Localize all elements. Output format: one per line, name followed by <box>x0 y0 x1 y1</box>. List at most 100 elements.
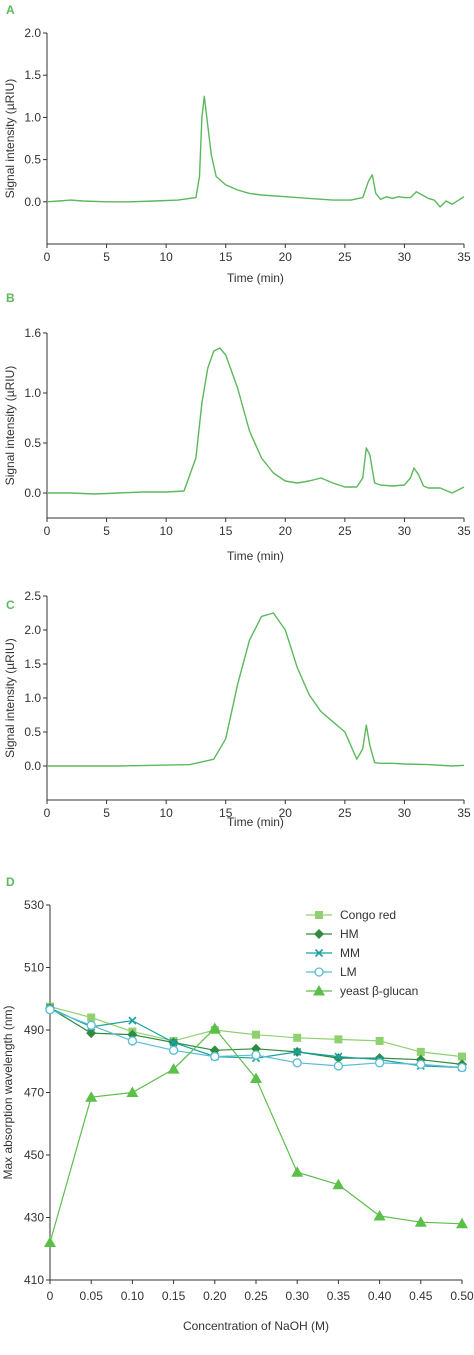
data-point-mm-stroke <box>128 1016 137 1025</box>
x-tick-label: 5 <box>103 250 110 264</box>
x-tick-label: 35 <box>457 524 471 538</box>
data-point-congo_red <box>252 1030 260 1039</box>
y-tick-label: 450 <box>24 1148 44 1162</box>
y-tick-label: 0.0 <box>24 486 41 500</box>
signal-trace-line <box>47 612 465 767</box>
x-tick-label: 0.25 <box>244 1289 268 1303</box>
panel-letter: A <box>6 3 15 17</box>
x-tick-label: 30 <box>398 250 412 264</box>
x-tick-label: 0 <box>47 1289 54 1303</box>
x-tick-label: 0.15 <box>162 1289 186 1303</box>
x-tick-label: 20 <box>279 806 293 820</box>
data-point-mm-stroke <box>169 1038 178 1047</box>
y-axis-title: Max absorption wavelength (nm) <box>1 1005 15 1179</box>
y-tick-label: 2.0 <box>24 623 41 637</box>
x-axis-title: Time (min) <box>227 549 284 563</box>
data-point-lm <box>45 1005 55 1015</box>
x-tick-label: 5 <box>103 524 110 538</box>
x-tick-label: 35 <box>457 250 471 264</box>
data-point-congo_red <box>293 1033 302 1042</box>
x-tick-label: 5 <box>103 806 110 820</box>
chart-panel-a: A 0.0 0.5 1.0 1.5 2.0 0 5 10 15 20 25 30 35 Time (min)… <box>3 3 471 285</box>
y-tick-label: 2.5 <box>24 589 41 603</box>
data-point-lm <box>333 1061 344 1071</box>
x-tick-label: 0.10 <box>121 1289 145 1303</box>
x-tick-label: 35 <box>457 806 471 820</box>
chart-panel-d: D 410 430 450 470 490 510 530 0 0.05 0.10 0.15 0.20 0… <box>1 875 474 1333</box>
y-tick-label: 490 <box>24 1023 44 1037</box>
x-tick-label: 15 <box>219 250 233 264</box>
y-tick-label: 1.6 <box>24 326 41 340</box>
x-tick-label: 0 <box>44 250 51 264</box>
data-point-congo_red <box>87 1013 96 1022</box>
x-tick-label: 0 <box>44 524 51 538</box>
data-point-congo_red <box>458 1052 466 1061</box>
data-point-congo_red <box>334 1035 343 1044</box>
y-axis-title: Signal intensity (µRIU) <box>3 79 17 199</box>
data-point-yeast <box>126 1086 139 1097</box>
data-point-congo_red <box>416 1047 425 1056</box>
data-point-mm <box>169 1038 178 1047</box>
y-tick-label: 410 <box>24 1273 44 1287</box>
data-point-yeast <box>332 1178 345 1190</box>
data-point-lm <box>416 1059 426 1070</box>
legend-marker-yeast <box>313 985 325 996</box>
y-tick-label: 0.5 <box>24 153 41 167</box>
x-tick-label: 25 <box>338 524 352 538</box>
legend-label: LM <box>340 965 357 979</box>
y-tick-label: 0.0 <box>24 195 41 209</box>
y-axis-title: Signal intensity (µRIU) <box>3 638 17 758</box>
data-point-lm <box>210 1051 220 1062</box>
data-point-yeast <box>85 1091 98 1102</box>
y-tick-label: 2.0 <box>24 26 41 40</box>
data-point-mm <box>128 1016 137 1025</box>
legend: Congo red HM MM LM yeast β-glucan <box>306 908 418 998</box>
panel-letter: C <box>6 598 15 612</box>
data-point-lm <box>374 1058 385 1068</box>
y-tick-label: 1.0 <box>24 110 41 124</box>
y-tick-label: 0.0 <box>24 759 41 773</box>
panel-letter: B <box>6 291 15 305</box>
chart-panel-b: B 0.0 0.5 1.0 1.6 0 5 10 15 20 25 30 35 Time (min) Sig… <box>3 291 471 563</box>
data-point-lm <box>86 1020 96 1030</box>
data-point-lm <box>127 1036 138 1046</box>
signal-trace-line <box>47 347 465 495</box>
x-axis-title: Time (min) <box>227 815 284 829</box>
legend-marker-mm-stroke <box>314 948 324 958</box>
legend-label: Congo red <box>340 908 396 922</box>
x-tick-label: 0 <box>44 806 51 820</box>
panel-letter: D <box>6 875 15 889</box>
chart-panel-c: C 0.0 0.5 1.0 1.5 2.0 2.5 0 5 10 15 20 25 30 35 Time (m… <box>3 589 471 829</box>
y-tick-label: 1.0 <box>24 691 41 705</box>
y-tick-label: 430 <box>24 1211 44 1225</box>
x-axis-title: Time (min) <box>227 271 284 285</box>
x-tick-label: 25 <box>338 250 352 264</box>
legend-label: MM <box>340 946 360 960</box>
data-point-lm <box>251 1050 261 1060</box>
y-tick-label: 470 <box>24 1086 44 1100</box>
legend-marker-lm <box>314 967 324 977</box>
x-tick-label: 15 <box>219 524 233 538</box>
x-tick-label: 0.20 <box>203 1289 227 1303</box>
x-tick-label: 10 <box>159 806 173 820</box>
data-point-yeast <box>44 1236 56 1247</box>
data-point-mm <box>334 1052 343 1061</box>
x-tick-label: 20 <box>279 524 293 538</box>
y-tick-label: 0.5 <box>24 436 41 450</box>
data-point-lm <box>168 1045 179 1055</box>
legend-marker-congo_red <box>315 911 323 919</box>
data-point-hm <box>333 1053 344 1064</box>
y-tick-label: 530 <box>24 898 44 912</box>
data-point-lm <box>292 1058 302 1068</box>
data-point-yeast <box>373 1209 386 1221</box>
data-point-congo_red <box>375 1036 384 1045</box>
data-point-lm <box>457 1062 467 1073</box>
series-line-yeast <box>49 1027 463 1243</box>
data-point-mm-stroke <box>293 1047 302 1056</box>
x-tick-label: 20 <box>279 250 293 264</box>
x-tick-label: 0.35 <box>327 1289 351 1303</box>
data-point-yeast <box>167 1063 180 1074</box>
x-tick-label: 10 <box>159 250 173 264</box>
y-tick-label: 510 <box>24 961 44 975</box>
